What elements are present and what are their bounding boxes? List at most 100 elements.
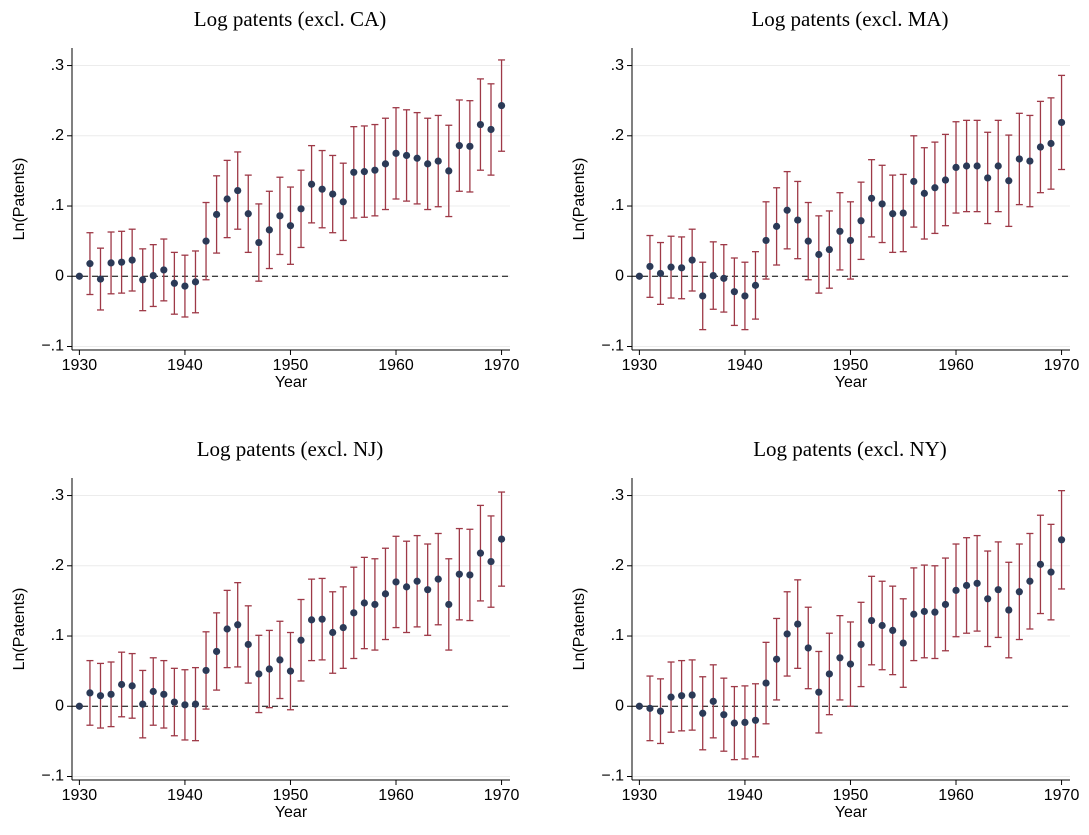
x-tick-label: 1960: [378, 357, 414, 374]
point: [1057, 118, 1066, 127]
point: [265, 665, 273, 673]
x-axis-title: Year: [835, 374, 868, 391]
point: [783, 630, 791, 638]
x-tick-label: 1950: [273, 787, 309, 804]
chart-title: Log patents (excl. NY): [753, 437, 947, 461]
point: [181, 701, 189, 709]
point: [244, 210, 252, 218]
y-tick-label: .3: [51, 57, 64, 74]
point: [815, 688, 823, 696]
point: [656, 707, 665, 715]
point: [667, 263, 675, 271]
point: [149, 271, 157, 280]
point: [424, 160, 432, 168]
point: [286, 667, 295, 675]
x-tick-label: 1930: [62, 357, 98, 374]
point: [962, 581, 971, 590]
y-tick-label: .2: [51, 127, 64, 144]
point: [297, 636, 305, 644]
point: [1026, 157, 1034, 165]
point: [381, 160, 390, 168]
point: [751, 281, 760, 289]
point: [994, 162, 1002, 170]
point: [867, 616, 876, 625]
y-tick-label: 0: [55, 697, 64, 714]
point: [160, 266, 168, 274]
point: [741, 292, 749, 300]
x-tick-label: 1970: [484, 357, 520, 374]
x-tick-label: 1970: [484, 787, 520, 804]
y-tick-label: .1: [51, 627, 64, 644]
point: [487, 125, 495, 134]
point: [276, 212, 284, 220]
point: [984, 174, 992, 182]
y-axis-title: Ln(Patents): [11, 158, 28, 241]
point: [371, 600, 379, 609]
x-tick-label: 1970: [1044, 787, 1080, 804]
point: [307, 180, 316, 188]
x-tick-label: 1970: [1044, 357, 1080, 374]
y-tick-label: 0: [615, 267, 624, 284]
y-tick-label: −.1: [41, 768, 64, 785]
point: [497, 101, 506, 110]
point: [772, 655, 781, 663]
point: [762, 679, 770, 687]
point: [984, 595, 992, 603]
point: [920, 189, 928, 197]
point: [857, 217, 865, 225]
point: [973, 162, 981, 170]
point: [286, 222, 295, 230]
point: [223, 625, 231, 633]
point: [762, 236, 770, 245]
point: [86, 260, 94, 268]
point: [234, 621, 242, 629]
point: [646, 704, 654, 712]
point: [402, 151, 411, 160]
point: [96, 275, 105, 283]
panel: Log patents (excl. MA) −.1 0 .1 .2 .3 1930 1940…: [571, 7, 1079, 391]
x-tick-label: 1960: [938, 787, 974, 804]
chart-title: Log patents (excl. NJ): [197, 437, 384, 461]
chart-title: Log patents (excl. CA): [194, 7, 386, 31]
point: [392, 149, 400, 157]
point: [276, 656, 284, 664]
point: [170, 698, 178, 706]
point: [413, 577, 421, 585]
point: [804, 237, 812, 245]
point: [730, 719, 738, 727]
x-tick-label: 1930: [622, 787, 658, 804]
point: [107, 259, 115, 267]
point: [307, 616, 316, 624]
x-tick-label: 1940: [727, 357, 763, 374]
point: [107, 690, 115, 698]
point: [445, 167, 453, 175]
point: [889, 210, 897, 218]
y-tick-label: .1: [611, 197, 624, 214]
x-tick-label: 1950: [833, 787, 869, 804]
point: [688, 256, 696, 264]
point: [170, 279, 178, 287]
point: [339, 198, 347, 206]
point: [434, 575, 442, 583]
point: [402, 583, 411, 591]
point: [899, 209, 907, 217]
y-tick-label: .3: [611, 57, 624, 74]
point: [825, 670, 833, 678]
point: [350, 168, 358, 176]
point: [720, 274, 728, 282]
point: [350, 609, 358, 617]
y-tick-label: −.1: [601, 768, 624, 785]
point: [255, 670, 263, 678]
point: [699, 292, 707, 300]
point: [962, 162, 971, 170]
point: [434, 157, 442, 165]
x-tick-label: 1960: [378, 787, 414, 804]
point: [941, 176, 950, 184]
point: [455, 142, 463, 150]
point: [699, 709, 707, 717]
y-tick-label: 0: [615, 697, 624, 714]
point: [191, 700, 200, 708]
point: [635, 272, 643, 280]
point: [413, 154, 421, 162]
point: [466, 571, 474, 579]
